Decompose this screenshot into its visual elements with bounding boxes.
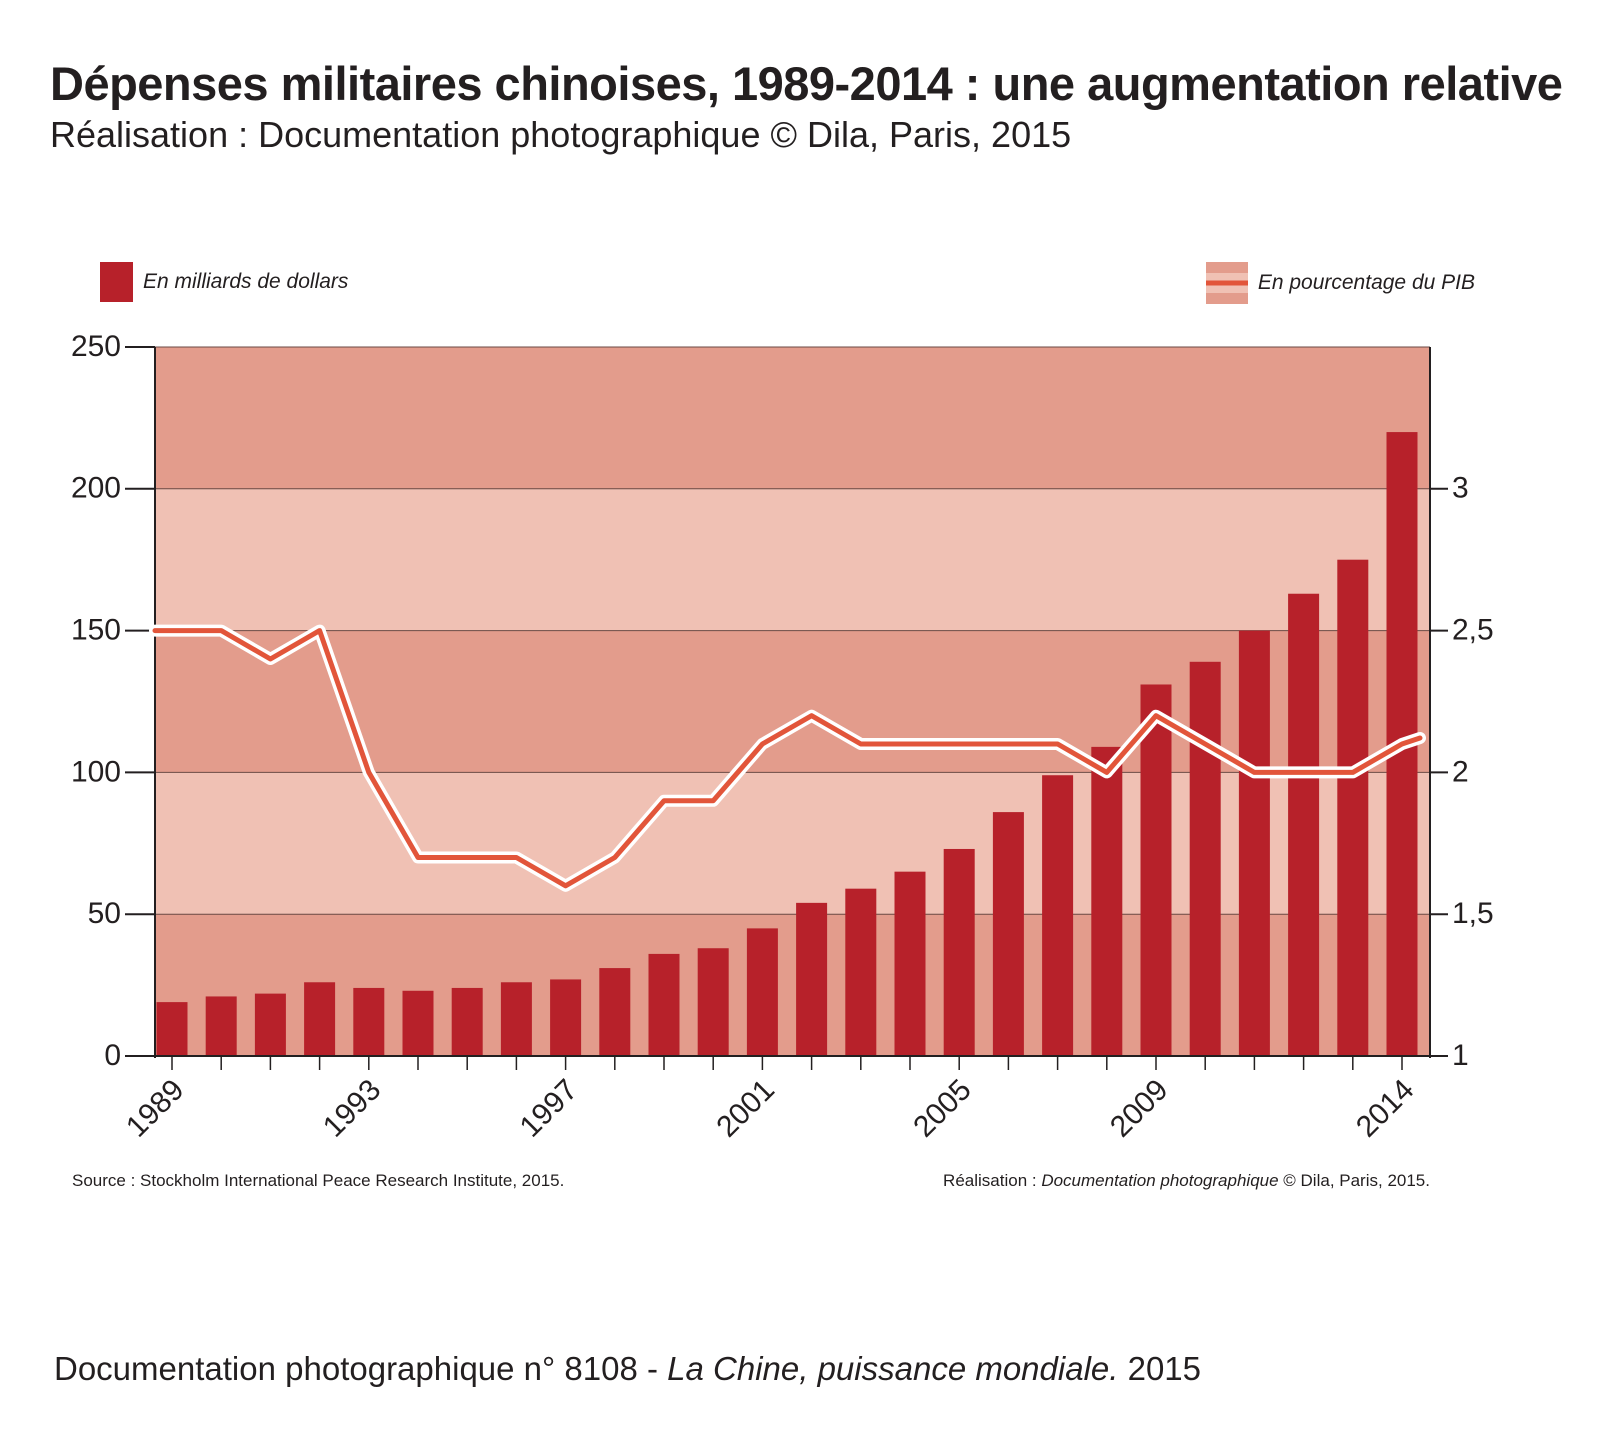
credit-note: Réalisation : Documentation photographiq… bbox=[943, 1171, 1430, 1191]
legend-bars-label: En milliards de dollars bbox=[143, 270, 349, 293]
chart-area: 0 50 100 150 200 250 1 1,5 2 2,5 3 1989 1993 1997 2001… bbox=[71, 330, 1494, 1144]
bar-2006 bbox=[992, 812, 1024, 1056]
bar-2000 bbox=[697, 948, 729, 1056]
bar-2012 bbox=[1288, 593, 1320, 1056]
chart-subtitle: Réalisation : Documentation photographiq… bbox=[50, 114, 1072, 155]
bar-2005 bbox=[943, 848, 975, 1056]
publication-italic: La Chine, puissance mondiale. bbox=[667, 1350, 1119, 1387]
bar-1999 bbox=[648, 953, 680, 1056]
right-tick-label: 3 bbox=[1452, 472, 1469, 505]
x-tick-label: 1997 bbox=[514, 1073, 585, 1144]
x-tick-label: 2009 bbox=[1104, 1073, 1175, 1144]
bar-2007 bbox=[1042, 775, 1074, 1056]
x-tick-label: 1989 bbox=[120, 1073, 191, 1144]
right-tick-label: 1,5 bbox=[1452, 897, 1494, 930]
bar-1995 bbox=[451, 987, 483, 1056]
left-tick-label: 100 bbox=[71, 755, 121, 788]
bar-2013 bbox=[1337, 559, 1369, 1056]
legend-line: En pourcentage du PIB bbox=[1205, 262, 1475, 304]
left-tick-label: 250 bbox=[71, 330, 121, 363]
source-note: Source : Stockholm International Peace R… bbox=[72, 1171, 565, 1190]
bar-1993 bbox=[353, 987, 385, 1056]
bar-1997 bbox=[550, 979, 582, 1056]
bar-2002 bbox=[796, 902, 828, 1056]
bar-1998 bbox=[599, 968, 631, 1056]
bar-2011 bbox=[1238, 630, 1270, 1056]
publication-note: Documentation photographique n° 8108 - L… bbox=[54, 1350, 1201, 1388]
x-tick-label: 2014 bbox=[1350, 1073, 1421, 1144]
right-tick-label: 1 bbox=[1452, 1039, 1469, 1072]
bar-2003 bbox=[845, 888, 877, 1056]
background-band bbox=[155, 347, 1430, 489]
bar-1996 bbox=[500, 982, 532, 1056]
chart-title: Dépenses militaires chinoises, 1989-2014… bbox=[50, 57, 1563, 110]
bar-1994 bbox=[402, 990, 434, 1056]
bar-2004 bbox=[894, 871, 926, 1056]
bar-1992 bbox=[304, 982, 336, 1056]
left-tick-label: 150 bbox=[71, 614, 121, 647]
bar-2009 bbox=[1140, 684, 1172, 1056]
right-tick-label: 2,5 bbox=[1452, 614, 1494, 647]
legend-bars: En milliards de dollars bbox=[100, 262, 348, 302]
background-band bbox=[155, 488, 1430, 631]
left-tick-label: 50 bbox=[88, 897, 121, 930]
left-tick-label: 200 bbox=[71, 472, 121, 505]
bar-2010 bbox=[1189, 661, 1221, 1056]
bar-1989 bbox=[156, 1002, 188, 1056]
bar-1990 bbox=[205, 996, 237, 1056]
x-tick-label: 2001 bbox=[710, 1073, 781, 1144]
legend-line-swatch bbox=[1205, 262, 1248, 304]
background-band bbox=[155, 772, 1430, 915]
right-tick-label: 2 bbox=[1452, 755, 1469, 788]
legend-bar-swatch bbox=[100, 262, 133, 302]
publication-suffix: 2015 bbox=[1118, 1350, 1202, 1387]
left-tick-label: 0 bbox=[104, 1039, 121, 1072]
publication-prefix: Documentation photographique n° 8108 - bbox=[54, 1350, 668, 1387]
bar-2001 bbox=[746, 928, 778, 1056]
x-tick-label: 1993 bbox=[317, 1073, 388, 1144]
background-band bbox=[155, 914, 1430, 1056]
x-tick-label: 2005 bbox=[907, 1073, 978, 1144]
credit-prefix: Réalisation : bbox=[943, 1171, 1042, 1190]
bar-2008 bbox=[1091, 746, 1123, 1056]
credit-italic: Documentation photographique bbox=[1041, 1171, 1279, 1190]
credit-suffix: © Dila, Paris, 2015. bbox=[1278, 1171, 1430, 1190]
legend-line-label: En pourcentage du PIB bbox=[1257, 271, 1475, 294]
bar-1991 bbox=[254, 993, 286, 1056]
